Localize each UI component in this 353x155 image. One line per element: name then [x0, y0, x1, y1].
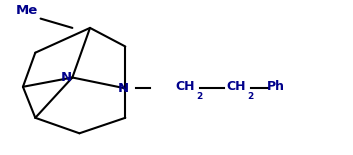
- Text: Me: Me: [15, 4, 38, 17]
- Text: N: N: [60, 71, 72, 84]
- Text: 2: 2: [196, 92, 203, 101]
- Text: CH: CH: [175, 80, 195, 93]
- Text: 2: 2: [247, 92, 253, 101]
- Text: Ph: Ph: [267, 80, 285, 93]
- Text: CH: CH: [226, 80, 246, 93]
- Text: N: N: [118, 82, 129, 95]
